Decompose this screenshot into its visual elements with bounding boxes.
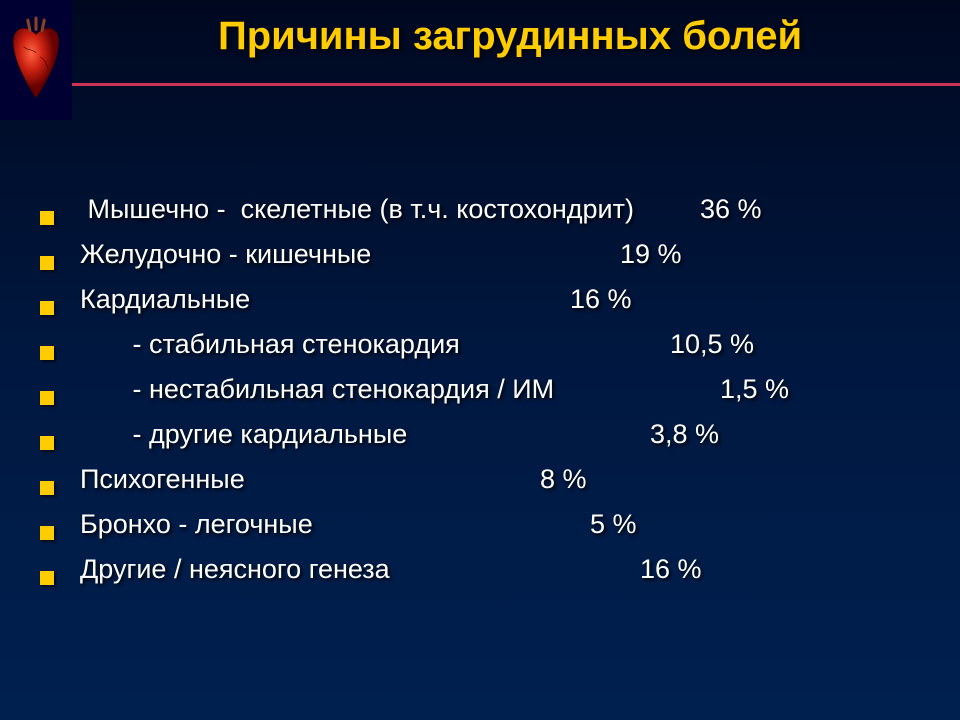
bullet-icon	[40, 571, 54, 585]
item-label: Кардиальные	[80, 284, 250, 315]
item-value: 3,8 %	[650, 419, 719, 450]
list-item: Другие / неясного генеза 16 %	[40, 554, 960, 585]
bullet-icon	[40, 391, 54, 405]
list-item: Психогенные 8 %	[40, 464, 960, 495]
list-item: Желудочно - кишечные 19 %	[40, 239, 960, 270]
item-label: Мышечно - скелетные (в т.ч. костохондрит…	[80, 194, 634, 225]
item-value: 5 %	[590, 509, 637, 540]
list-item: - другие кардиальные 3,8 %	[40, 419, 960, 450]
item-label: Другие / неясного генеза	[80, 554, 390, 585]
list-item: Мышечно - скелетные (в т.ч. костохондрит…	[40, 194, 960, 225]
item-value: 10,5 %	[670, 329, 754, 360]
bullet-icon	[40, 436, 54, 450]
item-label: - другие кардиальные	[80, 419, 407, 450]
bullet-icon	[40, 211, 54, 225]
item-value: 16 %	[570, 284, 632, 315]
item-value: 36 %	[700, 194, 762, 225]
bullet-icon	[40, 301, 54, 315]
bullet-icon	[40, 256, 54, 270]
header-area: Причины загрудинных болей	[0, 0, 960, 140]
content-list: Мышечно - скелетные (в т.ч. костохондрит…	[0, 140, 960, 585]
item-label: - стабильная стенокардия	[80, 329, 460, 360]
page-title: Причины загрудинных болей	[0, 14, 960, 59]
bullet-icon	[40, 481, 54, 495]
item-value: 8 %	[540, 464, 587, 495]
item-value: 19 %	[620, 239, 682, 270]
heart-icon	[0, 0, 72, 120]
item-label: Желудочно - кишечные	[80, 239, 371, 270]
divider	[0, 83, 960, 86]
list-item: Кардиальные 16 %	[40, 284, 960, 315]
bullet-icon	[40, 346, 54, 360]
item-value: 16 %	[640, 554, 702, 585]
bullet-icon	[40, 526, 54, 540]
list-item: - стабильная стенокардия 10,5 %	[40, 329, 960, 360]
item-value: 1,5 %	[720, 374, 789, 405]
item-label: Бронхо - легочные	[80, 509, 313, 540]
item-label: - нестабильная стенокардия / ИМ	[80, 374, 554, 405]
list-item: - нестабильная стенокардия / ИМ 1,5 %	[40, 374, 960, 405]
list-item: Бронхо - легочные 5 %	[40, 509, 960, 540]
item-label: Психогенные	[80, 464, 245, 495]
